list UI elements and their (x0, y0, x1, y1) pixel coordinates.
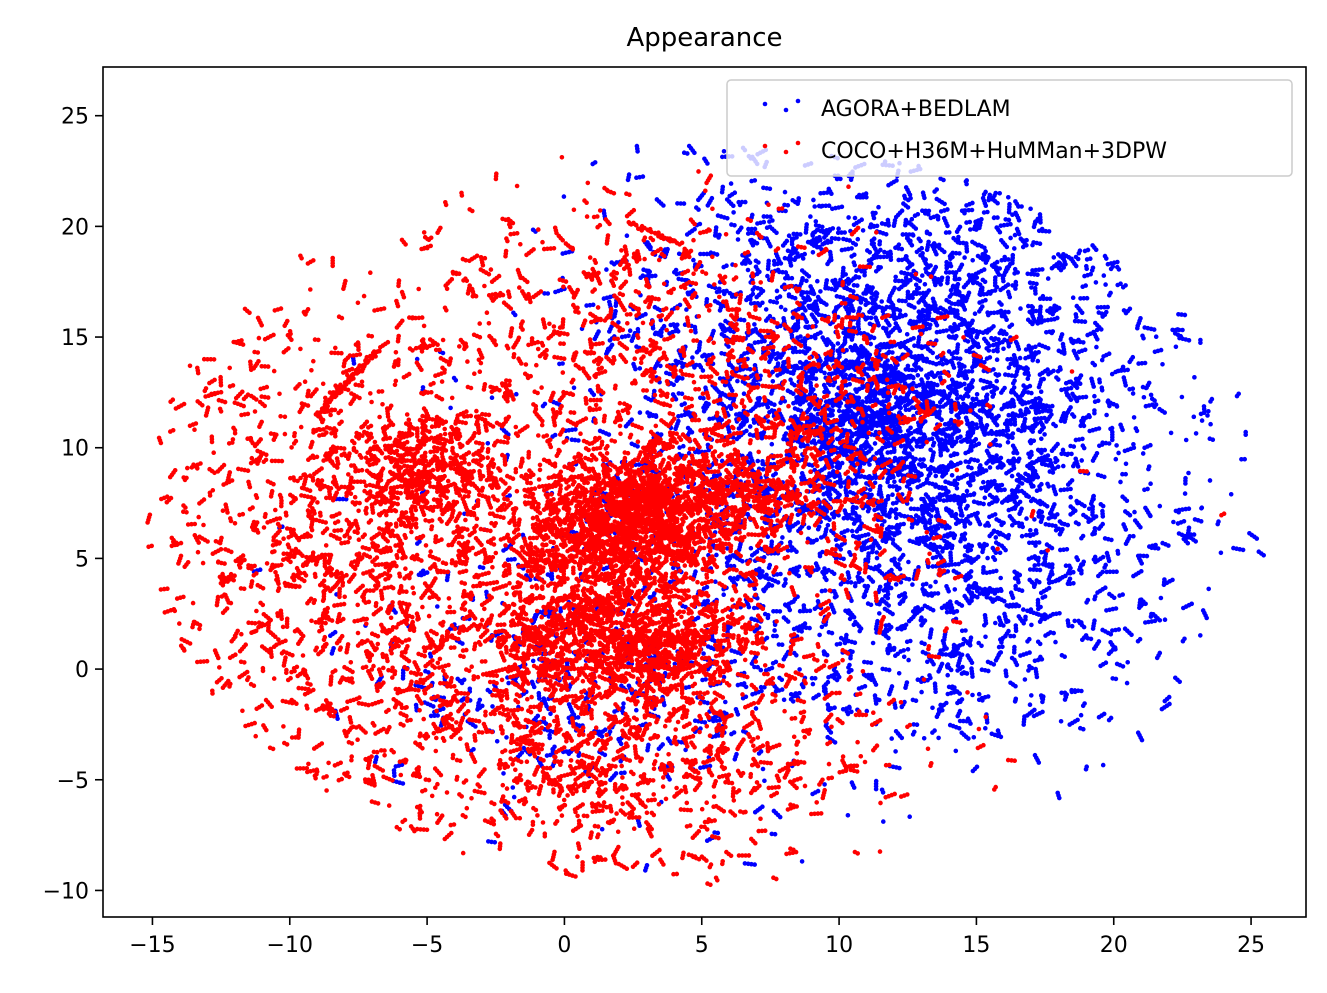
legend-label-agora-bedlam: AGORA+BEDLAM (821, 97, 1011, 122)
legend-label-coco-h36m: COCO+H36M+HuMMan+3DPW (821, 139, 1167, 164)
plot-frame (102, 66, 1307, 918)
legend-marker-dot (762, 101, 768, 107)
legend-marker-dot (783, 107, 789, 113)
y-tick-label: 10 (61, 437, 89, 462)
legend-marker-agora-bedlam (762, 98, 801, 113)
y-tick-label: 25 (61, 105, 89, 130)
x-axis: −15 −10 −5 0 5 10 15 20 25 (129, 917, 1265, 958)
y-tick-label: −10 (43, 879, 89, 904)
legend-box (726, 79, 1293, 177)
x-tick-label: 20 (1100, 933, 1128, 958)
legend-marker-coco-h36m (762, 140, 801, 155)
legend-marker-dot (783, 149, 789, 155)
y-tick-label: −5 (57, 769, 89, 794)
chart-title: Appearance (626, 23, 782, 53)
points-layer (145, 143, 1267, 888)
x-tick-label: 0 (557, 933, 571, 958)
legend-marker-dot (762, 143, 768, 149)
x-tick-label: −15 (129, 933, 175, 958)
scatter-points (251, 143, 1267, 873)
y-tick-label: 0 (75, 658, 89, 683)
x-tick-label: 25 (1237, 933, 1265, 958)
legend: AGORA+BEDLAM COCO+H36M+HuMMan+3DPW (726, 79, 1293, 177)
y-tick-label: 15 (61, 326, 89, 351)
x-tick-label: 10 (825, 933, 853, 958)
series-agora-bedlam (251, 143, 1267, 873)
x-tick-label: −5 (411, 933, 443, 958)
y-tick-label: 20 (61, 215, 89, 240)
x-tick-label: −10 (267, 933, 313, 958)
y-tick-label: 5 (75, 547, 89, 572)
legend-marker-dot (795, 140, 801, 146)
x-tick-label: 15 (962, 933, 990, 958)
series-coco-h36m-humman-3dpw (145, 154, 1227, 888)
scatter-points (145, 154, 1227, 888)
y-axis: −10 −5 0 5 10 15 20 25 (43, 105, 103, 904)
x-tick-label: 5 (695, 933, 709, 958)
legend-marker-dot (795, 98, 801, 104)
